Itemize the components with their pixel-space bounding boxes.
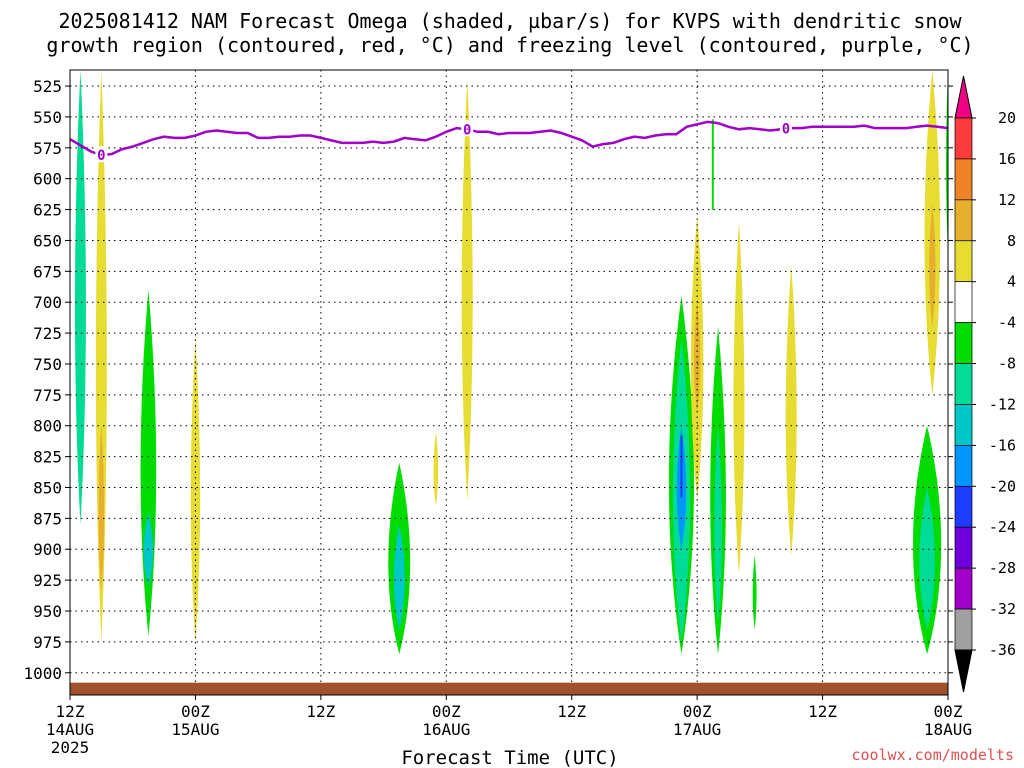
colorbar-box bbox=[954, 240, 973, 283]
freezing-level: 0 0 0 bbox=[70, 119, 948, 164]
colorbar-box bbox=[954, 281, 973, 323]
omega-region-16 bbox=[714, 425, 722, 624]
colorbar-label: -24 bbox=[989, 518, 1016, 536]
y-tick-label: 775 bbox=[33, 386, 62, 405]
colorbar-box bbox=[954, 158, 973, 201]
y-tick-label: 750 bbox=[33, 355, 62, 374]
omega-region-19 bbox=[785, 265, 797, 556]
omega-region-9 bbox=[433, 431, 439, 507]
y-tick-label: 650 bbox=[33, 231, 62, 250]
y-tick-label: 850 bbox=[33, 478, 62, 497]
colorbar-label: -32 bbox=[989, 600, 1016, 618]
x-tick-label: 00Z bbox=[683, 702, 712, 721]
colorbar-label: -20 bbox=[989, 477, 1016, 495]
omega-region-21 bbox=[929, 203, 936, 327]
y-tick-label: 700 bbox=[33, 293, 62, 312]
omega-region-5 bbox=[190, 339, 201, 642]
omega-region-23 bbox=[919, 487, 935, 630]
colorbar-top-arrow bbox=[954, 75, 973, 119]
colorbar-box bbox=[954, 485, 973, 528]
colorbar: 20 16 12 8 4 -4 -8 -12 -16 -20 -24 -28 -32 -36 bbox=[954, 75, 1016, 693]
x-tick-label: 12Z bbox=[306, 702, 335, 721]
title-line-1: 2025081412 NAM Forecast Omega (shaded, µ… bbox=[58, 9, 962, 33]
y-tick-label: 525 bbox=[33, 77, 62, 96]
x-tick-date: 18AUG bbox=[924, 720, 972, 739]
y-tick-label: 675 bbox=[33, 262, 62, 281]
omega-region-0 bbox=[74, 70, 86, 525]
x-tick-label: 12Z bbox=[56, 702, 85, 721]
freezing-level-label: 0 bbox=[97, 148, 105, 164]
y-tick-label: 800 bbox=[33, 417, 62, 436]
y-tick-label: 975 bbox=[33, 633, 62, 652]
colorbar-label: -36 bbox=[989, 641, 1016, 659]
freezing-level-label: 0 bbox=[463, 122, 471, 138]
x-tick-label: 00Z bbox=[934, 702, 963, 721]
title-line-2: growth region (contoured, red, °C) and f… bbox=[46, 33, 973, 57]
x-tick-date: 14AUG bbox=[46, 720, 94, 739]
omega-region-8 bbox=[461, 79, 473, 500]
colorbar-label: 16 bbox=[998, 150, 1016, 168]
ground-strip bbox=[70, 682, 948, 695]
y-tick-label: 825 bbox=[33, 448, 62, 467]
colorbar-label: -16 bbox=[989, 436, 1016, 454]
ground-surface bbox=[70, 682, 948, 695]
omega-region-1 bbox=[95, 70, 107, 642]
omega-region-14 bbox=[694, 302, 701, 414]
x-tick-year: 2025 bbox=[51, 738, 90, 757]
y-axis: 525 550 575 600 625 650 675 700 725 750 775 800 825 8… bbox=[23, 77, 953, 683]
x-tick-date: 15AUG bbox=[171, 720, 219, 739]
colorbar-box bbox=[954, 445, 973, 487]
y-tick-label: 575 bbox=[33, 139, 62, 158]
colorbar-label: 12 bbox=[998, 191, 1016, 209]
colorbar-label: -28 bbox=[989, 559, 1016, 577]
grid-lines bbox=[69, 70, 949, 695]
colorbar-label: -8 bbox=[998, 355, 1016, 373]
freezing-label-bg bbox=[95, 146, 108, 163]
plot-frame bbox=[69, 69, 949, 696]
y-tick-label: 1000 bbox=[23, 664, 62, 683]
colorbar-box bbox=[954, 117, 973, 160]
colorbar-box bbox=[954, 404, 973, 446]
y-tick-label: 625 bbox=[33, 201, 62, 220]
colorbar-box bbox=[954, 608, 973, 651]
x-tick-label: 12Z bbox=[557, 702, 586, 721]
omega-region-17 bbox=[733, 221, 745, 574]
colorbar-label: 4 bbox=[1007, 273, 1016, 291]
colorbar-bottom-arrow bbox=[954, 649, 973, 693]
x-axis-label: Forecast Time (UTC) bbox=[401, 747, 618, 768]
colorbar-box bbox=[954, 322, 973, 364]
y-tick-label: 925 bbox=[33, 571, 62, 590]
freezing-label-bg bbox=[461, 120, 474, 137]
x-tick-label: 12Z bbox=[808, 702, 837, 721]
plot-area bbox=[74, 70, 948, 655]
x-tick-date: 17AUG bbox=[673, 720, 721, 739]
colorbar-box bbox=[954, 363, 973, 405]
y-tick-label: 950 bbox=[33, 602, 62, 621]
colorbar-label: 20 bbox=[998, 109, 1016, 127]
credit-text: coolwx.com/modelts bbox=[851, 746, 1014, 764]
colorbar-box bbox=[954, 199, 973, 242]
colorbar-label: -12 bbox=[989, 395, 1016, 413]
y-tick-label: 550 bbox=[33, 108, 62, 127]
y-tick-label: 875 bbox=[33, 509, 62, 528]
colorbar-box bbox=[954, 526, 973, 569]
y-tick-label: 600 bbox=[33, 170, 62, 189]
omega-region-18 bbox=[752, 555, 757, 630]
freezing-level-label: 0 bbox=[782, 122, 790, 138]
colorbar-label: 8 bbox=[1007, 232, 1016, 250]
colorbar-label: -4 bbox=[998, 314, 1016, 332]
colorbar-box bbox=[954, 567, 973, 610]
x-tick-label: 00Z bbox=[432, 702, 461, 721]
freezing-label-bg bbox=[779, 119, 792, 136]
x-tick-date: 16AUG bbox=[422, 720, 470, 739]
y-tick-label: 900 bbox=[33, 540, 62, 559]
freezing-level-line bbox=[70, 120, 948, 157]
chart-title: 2025081412 NAM Forecast Omega (shaded, µ… bbox=[46, 9, 973, 57]
y-tick-label: 725 bbox=[33, 324, 62, 343]
omega-region-7 bbox=[393, 524, 405, 630]
x-tick-label: 00Z bbox=[181, 702, 210, 721]
omega-region-2 bbox=[98, 425, 105, 593]
